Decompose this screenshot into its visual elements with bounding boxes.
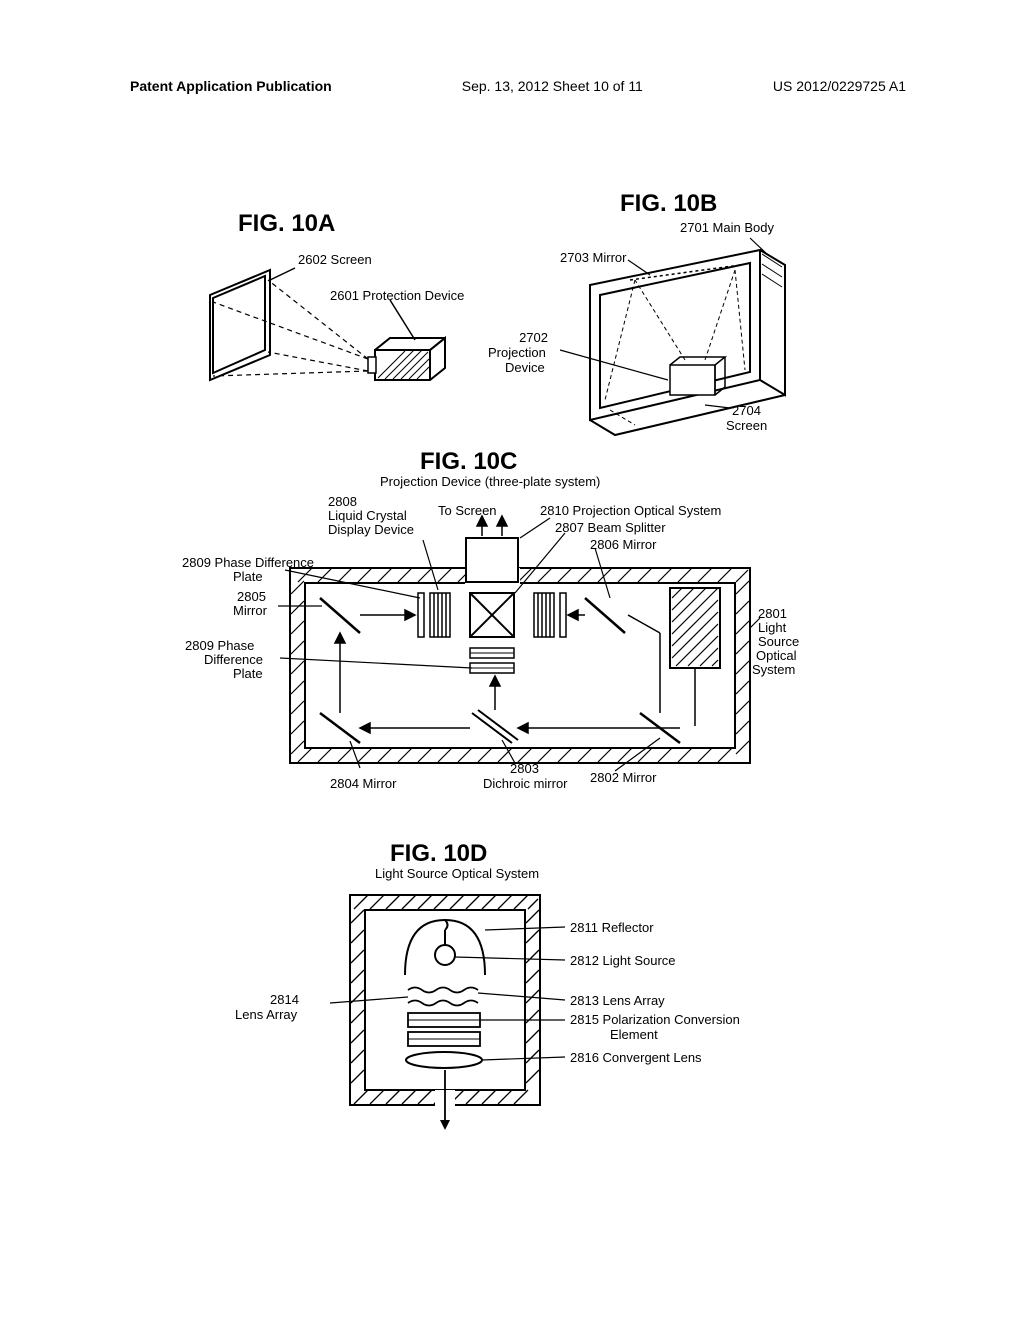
d-2814-2: Lens Array (235, 1007, 297, 1023)
fig-10b-title: FIG. 10B (620, 190, 717, 218)
header-center: Sep. 13, 2012 Sheet 10 of 11 (462, 78, 643, 94)
label-2702-t1: Projection (488, 345, 546, 361)
label-2702-num: 2702 (518, 330, 548, 346)
d-2814-1: 2814 (270, 992, 299, 1008)
fig-10a-svg (200, 240, 490, 430)
fig-10d-title: FIG. 10D (390, 840, 487, 868)
label-2702-t2: Device (505, 360, 545, 376)
fig-10b-svg (550, 230, 850, 470)
fig-10c-subtitle: Projection Device (three-plate system) (380, 474, 600, 489)
header-right: US 2012/0229725 A1 (773, 78, 906, 94)
fig-10c-title: FIG. 10C (420, 448, 517, 476)
fig-10a-title: FIG. 10A (238, 210, 335, 238)
header-left: Patent Application Publication (130, 78, 332, 94)
fig-10d-subtitle: Light Source Optical System (375, 866, 539, 881)
page-header: Patent Application Publication Sep. 13, … (0, 78, 1024, 94)
fig-10d-svg (320, 885, 680, 1175)
fig-10c-svg (250, 498, 870, 838)
